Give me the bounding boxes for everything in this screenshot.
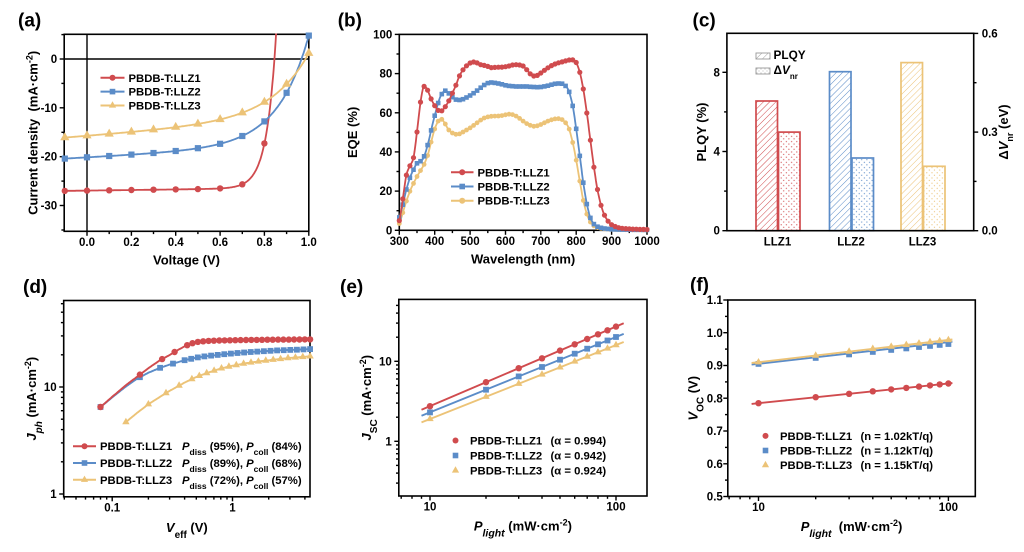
svg-text:PBDB-T:LLZ1: PBDB-T:LLZ1 (100, 441, 172, 453)
svg-text:(n = 1.02kT/q): (n = 1.02kT/q) (861, 431, 934, 443)
svg-text:1: 1 (50, 489, 57, 501)
svg-text:0.8: 0.8 (707, 393, 724, 405)
svg-text:-30: -30 (41, 201, 58, 213)
svg-text:PBDB-T:LLZ1: PBDB-T:LLZ1 (470, 436, 542, 448)
svg-text:600: 600 (496, 236, 515, 248)
svg-text:0.5: 0.5 (707, 492, 724, 504)
svg-text:PBDB-T:LLZ3: PBDB-T:LLZ3 (470, 466, 542, 478)
svg-text:20: 20 (380, 186, 393, 198)
svg-text:PBDB-T:LLZ1: PBDB-T:LLZ1 (129, 73, 201, 85)
svg-text:500: 500 (460, 236, 479, 248)
svg-text:(a): (a) (18, 11, 41, 32)
svg-text:0: 0 (713, 226, 719, 238)
svg-text:1.1: 1.1 (707, 295, 724, 307)
svg-text:(n = 1.12kT/q): (n = 1.12kT/q) (861, 446, 934, 458)
svg-text:0.1: 0.1 (104, 502, 121, 514)
svg-text:ΔVnr (eV): ΔVnr (eV) (996, 104, 1015, 159)
svg-text:0.4: 0.4 (168, 237, 185, 249)
svg-text:PBDB-T:LLZ1: PBDB-T:LLZ1 (780, 431, 852, 443)
svg-text:Wavelength (nm): Wavelength (nm) (471, 251, 575, 266)
svg-text:Voltage (V): Voltage (V) (153, 252, 220, 267)
svg-text:LLZ1: LLZ1 (764, 237, 792, 249)
svg-text:0: 0 (51, 54, 57, 66)
svg-text:(f): (f) (690, 275, 709, 296)
svg-text:0.6: 0.6 (982, 28, 998, 40)
svg-text:0.6: 0.6 (212, 237, 228, 249)
svg-text:-20: -20 (41, 152, 58, 164)
svg-text:0: 0 (386, 225, 392, 237)
svg-text:1: 1 (385, 436, 392, 448)
svg-text:PBDB-T:LLZ2: PBDB-T:LLZ2 (478, 182, 550, 194)
svg-text:10: 10 (44, 382, 57, 394)
svg-text:1000: 1000 (634, 236, 660, 248)
svg-text:10: 10 (424, 502, 437, 514)
svg-text:0.7: 0.7 (707, 426, 723, 438)
svg-text:800: 800 (567, 236, 586, 248)
svg-text:-10: -10 (41, 103, 58, 115)
svg-text:LLZ2: LLZ2 (837, 237, 864, 249)
svg-text:300: 300 (390, 236, 409, 248)
svg-text:0.0: 0.0 (79, 237, 95, 249)
svg-text:Current density (mA·cm-2): Current density (mA·cm-2) (25, 51, 41, 215)
svg-text:900: 900 (602, 236, 621, 248)
svg-text:0.2: 0.2 (123, 237, 139, 249)
svg-text:(α = 0.994): (α = 0.994) (551, 436, 607, 448)
svg-text:PLQY: PLQY (774, 48, 806, 62)
svg-text:EQE (%): EQE (%) (345, 107, 360, 158)
svg-text:PBDB-T:LLZ2: PBDB-T:LLZ2 (129, 87, 201, 99)
svg-text:(n = 1.15kT/q): (n = 1.15kT/q) (861, 460, 934, 472)
svg-text:10: 10 (752, 502, 765, 514)
svg-text:0.0: 0.0 (982, 226, 998, 238)
svg-text:1.0: 1.0 (301, 237, 317, 249)
svg-text:Pdiss (72%), Pcoll (57%): Pdiss (72%), Pcoll (57%) (182, 475, 302, 491)
svg-text:1: 1 (229, 502, 236, 514)
svg-text:PLQY (%): PLQY (%) (694, 103, 709, 162)
svg-text:(α = 0.924): (α = 0.924) (551, 466, 607, 478)
svg-text:(d): (d) (23, 277, 47, 298)
svg-text:1.0: 1.0 (707, 328, 723, 340)
svg-text:(α = 0.942): (α = 0.942) (551, 451, 607, 463)
svg-text:PBDB-T:LLZ3: PBDB-T:LLZ3 (780, 460, 852, 472)
svg-text:80: 80 (380, 69, 393, 81)
svg-text:40: 40 (380, 147, 393, 159)
svg-text:100: 100 (606, 502, 625, 514)
svg-text:0.8: 0.8 (256, 237, 273, 249)
svg-text:PBDB-T:LLZ2: PBDB-T:LLZ2 (780, 446, 852, 458)
svg-text:PBDB-T:LLZ2: PBDB-T:LLZ2 (100, 458, 172, 470)
svg-text:PBDB-T:LLZ1: PBDB-T:LLZ1 (478, 167, 550, 179)
svg-text:Pdiss (95%), Pcoll (84%): Pdiss (95%), Pcoll (84%) (182, 441, 302, 457)
svg-text:100: 100 (939, 502, 958, 514)
svg-text:400: 400 (425, 236, 444, 248)
svg-text:0.3: 0.3 (982, 127, 998, 139)
svg-text:PBDB-T:LLZ3: PBDB-T:LLZ3 (129, 101, 201, 113)
svg-text:0.9: 0.9 (707, 361, 723, 373)
svg-text:0.6: 0.6 (707, 459, 723, 471)
svg-text:8: 8 (713, 67, 720, 79)
svg-text:4: 4 (713, 147, 720, 159)
svg-text:(b): (b) (338, 11, 362, 32)
svg-text:LLZ3: LLZ3 (909, 237, 936, 249)
svg-text:PBDB-T:LLZ3: PBDB-T:LLZ3 (100, 475, 172, 487)
svg-text:PBDB-T:LLZ3: PBDB-T:LLZ3 (478, 196, 550, 208)
svg-text:700: 700 (531, 236, 550, 248)
svg-text:PBDB-T:LLZ2: PBDB-T:LLZ2 (470, 451, 542, 463)
svg-text:10: 10 (379, 356, 392, 368)
svg-text:(e): (e) (340, 277, 363, 298)
svg-text:(c): (c) (693, 11, 716, 32)
svg-text:100: 100 (373, 29, 392, 41)
svg-text:60: 60 (380, 108, 393, 120)
